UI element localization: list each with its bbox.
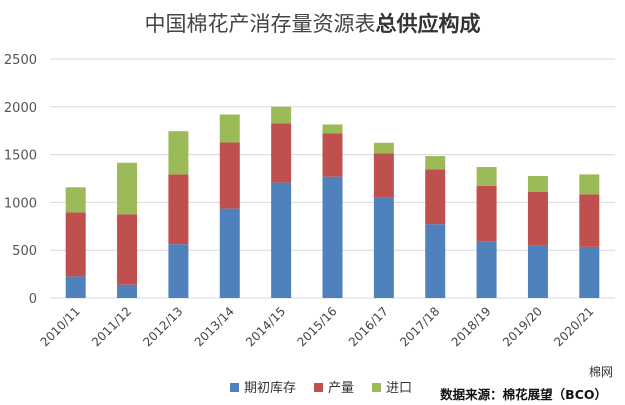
legend-label: 期初库存 <box>244 381 297 396</box>
bar-0-9 <box>527 245 548 298</box>
bar-1-1 <box>117 214 138 285</box>
bar-1-8 <box>476 185 497 242</box>
bar-2-1 <box>117 162 138 215</box>
legend-label: 产量 <box>328 381 355 396</box>
x-tick-label: 2015/16 <box>294 304 339 349</box>
brand-label: 棉网 <box>588 365 613 379</box>
bar-1-4 <box>271 123 292 183</box>
x-tick-label: 2011/12 <box>89 304 134 349</box>
bar-2-4 <box>271 106 292 124</box>
legend-swatch <box>230 383 239 392</box>
bar-0-4 <box>271 182 292 298</box>
bar-2-3 <box>219 114 240 143</box>
bar-0-7 <box>425 224 446 298</box>
bar-2-8 <box>476 167 497 186</box>
title-bold: 总供应构成 <box>375 12 481 36</box>
chart-title: 中国棉花产消存量资源表总供应构成 <box>0 8 625 38</box>
y-tick-label: 2000 <box>4 101 37 116</box>
y-tick-label: 1500 <box>4 149 37 164</box>
y-tick-label: 1000 <box>4 196 37 211</box>
title-regular: 中国棉花产消存量资源表 <box>144 12 376 36</box>
bar-0-5 <box>322 176 343 298</box>
bar-1-3 <box>219 142 240 209</box>
bar-0-3 <box>219 208 240 298</box>
source-note: 数据来源：棉花展望（BCO） <box>440 387 607 402</box>
x-tick-label: 2016/17 <box>346 304 391 349</box>
legend-item-1: 产量 <box>314 377 354 396</box>
bar-1-7 <box>425 169 446 225</box>
bar-1-0 <box>65 212 86 277</box>
x-tick-label: 2020/21 <box>551 304 596 349</box>
bar-0-2 <box>168 244 189 298</box>
x-tick-label: 2010/11 <box>38 304 83 349</box>
x-tick-label: 2013/14 <box>192 304 237 349</box>
x-tick-label: 2014/15 <box>243 304 288 349</box>
x-tick-label: 2018/19 <box>449 304 494 349</box>
legend: 期初库存 产量 进口 <box>230 377 412 396</box>
bar-2-6 <box>373 142 394 154</box>
legend-item-0: 期初库存 <box>230 377 296 396</box>
bar-0-0 <box>65 276 86 298</box>
bar-2-2 <box>168 131 189 175</box>
bar-0-8 <box>476 241 497 298</box>
bar-1-6 <box>373 153 394 198</box>
bar-1-9 <box>527 191 548 246</box>
x-tick-label: 2017/18 <box>397 304 442 349</box>
bar-1-2 <box>168 174 189 245</box>
bar-0-6 <box>373 197 394 298</box>
bar-0-1 <box>117 284 138 298</box>
x-tick-label: 2019/20 <box>500 304 545 349</box>
legend-swatch <box>314 383 324 392</box>
y-tick-label: 2500 <box>4 53 37 68</box>
bar-2-0 <box>65 187 86 213</box>
bar-1-5 <box>322 133 343 177</box>
y-tick-label: 500 <box>12 244 37 259</box>
legend-swatch <box>372 383 382 392</box>
bar-2-7 <box>425 156 446 170</box>
legend-label: 进口 <box>386 381 413 396</box>
bar-2-9 <box>527 176 548 192</box>
x-tick-label: 2012/13 <box>140 304 185 349</box>
bar-1-10 <box>579 194 600 247</box>
bar-2-10 <box>579 174 600 195</box>
bar-2-5 <box>322 124 343 134</box>
legend-item-2: 进口 <box>372 377 412 396</box>
y-tick-label: 0 <box>29 292 37 307</box>
bar-0-10 <box>579 246 600 298</box>
